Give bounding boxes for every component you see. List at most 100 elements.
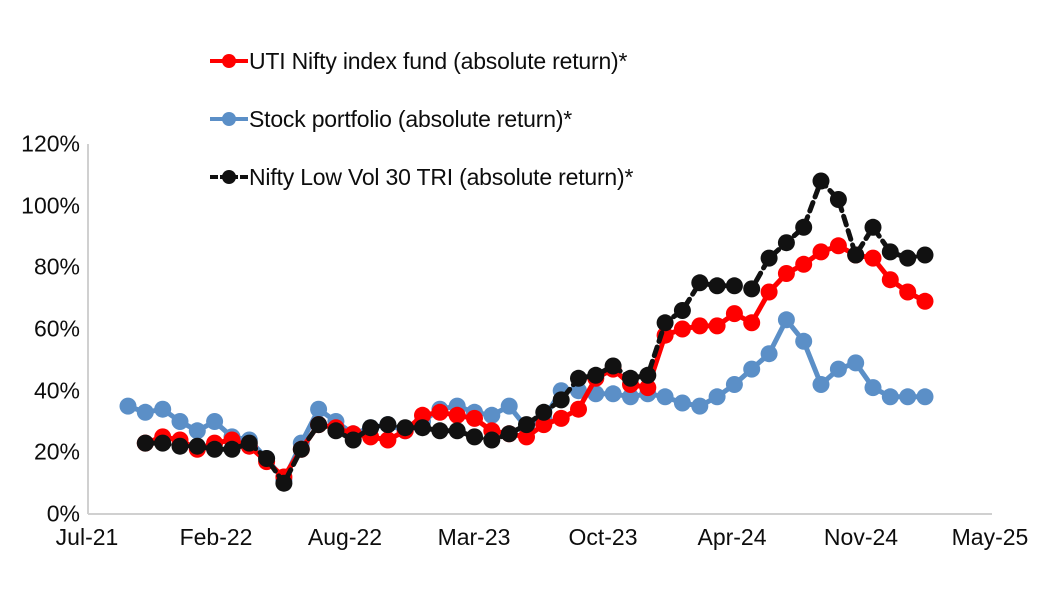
data-point-marker (795, 332, 813, 350)
legend-marker-icon-blue (210, 108, 248, 130)
x-axis-tick-label: Oct-23 (568, 524, 638, 550)
axis-lines (87, 144, 992, 515)
data-point-marker (448, 422, 466, 440)
y-axis-tick-label: 80% (33, 253, 80, 280)
data-point-marker (708, 277, 726, 295)
data-point-marker (812, 172, 830, 190)
data-point-marker (760, 345, 778, 363)
data-point-marker (864, 249, 882, 267)
data-point-marker (518, 428, 535, 446)
data-point-marker (327, 422, 345, 440)
data-point-marker (622, 388, 639, 406)
data-point-marker (916, 246, 934, 264)
data-point-marker (171, 413, 189, 430)
data-point-marker (725, 305, 743, 323)
data-point-marker (639, 379, 657, 397)
data-point-marker (310, 416, 328, 434)
data-point-marker (864, 379, 882, 397)
data-point-marker (743, 314, 761, 332)
data-point-marker (500, 397, 518, 415)
data-point-marker (760, 249, 778, 267)
data-point-marker (691, 317, 709, 335)
x-axis-tick-label: May-25 (951, 524, 1029, 550)
data-point-marker (136, 434, 154, 452)
data-point-marker (552, 409, 570, 427)
data-point-marker (847, 354, 865, 372)
x-axis-tick-label: Mar-23 (437, 524, 511, 550)
legend-marker-icon-black-dashed (210, 166, 248, 188)
data-point-marker (154, 434, 172, 452)
y-axis-tick-label: 0% (46, 500, 80, 527)
data-point-marker (899, 249, 917, 267)
series-1 (119, 311, 934, 489)
data-point-marker (795, 218, 813, 236)
data-point-marker (656, 388, 674, 406)
data-point-marker (916, 388, 934, 406)
data-point-marker (777, 311, 795, 329)
x-axis-tick-label: Aug-22 (307, 524, 383, 550)
x-axis-tick-label: Feb-22 (179, 524, 253, 550)
data-point-marker (223, 440, 241, 458)
data-point-marker (916, 292, 934, 310)
data-point-marker (518, 416, 535, 434)
data-point-marker (587, 366, 605, 384)
legend-item-stock-portfolio[interactable]: Stock portfolio (absolute return)* (210, 90, 730, 148)
y-axis-tick-label: 60% (33, 315, 80, 342)
series-line (142, 243, 928, 480)
legend-label-uti-nifty-index-fund: UTI Nifty index fund (absolute return)* (249, 47, 628, 74)
data-point-marker (570, 400, 587, 418)
data-point-marker (136, 403, 154, 421)
data-point-marker (275, 474, 293, 492)
data-point-marker (899, 388, 917, 406)
data-point-marker (466, 428, 483, 446)
y-axis-tick-label: 20% (33, 438, 80, 465)
y-axis-tick-label: 120% (21, 130, 80, 157)
legend-label-stock-portfolio: Stock portfolio (absolute return)* (249, 105, 573, 132)
data-point-marker (795, 255, 813, 273)
data-point-marker (760, 283, 778, 301)
chart-legend: UTI Nifty index fund (absolute return)* … (210, 32, 730, 206)
legend-item-nifty-low-vol-30-tri[interactable]: Nifty Low Vol 30 TRI (absolute return)* (210, 148, 730, 206)
data-point-marker (777, 265, 795, 282)
data-point-marker (639, 366, 657, 384)
y-axis-tick-label: 100% (21, 192, 80, 219)
data-point-marker (812, 243, 830, 261)
data-point-marker (570, 369, 587, 387)
data-point-marker (414, 406, 431, 424)
data-point-marker (171, 437, 189, 455)
data-point-marker (673, 320, 691, 338)
data-point-marker (691, 274, 709, 292)
data-point-marker (673, 394, 691, 412)
data-point-marker (708, 388, 726, 406)
data-point-marker (258, 450, 276, 467)
data-point-marker (344, 431, 362, 449)
data-point-marker (483, 431, 501, 449)
data-point-marker (552, 391, 570, 409)
data-point-marker (188, 422, 206, 440)
legend-label-nifty-low-vol-30-tri: Nifty Low Vol 30 TRI (absolute return)* (249, 163, 634, 190)
data-point-marker (396, 419, 414, 437)
data-point-marker (466, 409, 483, 427)
data-point-marker (829, 191, 847, 208)
data-point-marker (604, 357, 622, 375)
data-point-marker (708, 317, 726, 335)
data-point-marker (743, 280, 761, 298)
legend-item-uti-nifty-index-fund[interactable]: UTI Nifty index fund (absolute return)* (210, 32, 730, 90)
data-point-marker (725, 376, 743, 393)
data-point-marker (881, 243, 899, 261)
x-axis-tick-label: Jul-21 (55, 524, 119, 550)
data-point-marker (743, 360, 761, 378)
data-point-marker (656, 314, 674, 332)
data-point-marker (379, 416, 397, 434)
data-point-marker (292, 440, 310, 458)
legend-marker-icon-red (210, 50, 248, 72)
data-point-marker (414, 419, 431, 437)
data-point-marker (448, 406, 466, 424)
data-point-marker (881, 271, 899, 289)
data-point-marker (673, 302, 691, 319)
data-point-marker (899, 283, 917, 301)
data-point-marker (206, 413, 224, 430)
x-axis-tick-label: Apr-24 (697, 524, 767, 550)
